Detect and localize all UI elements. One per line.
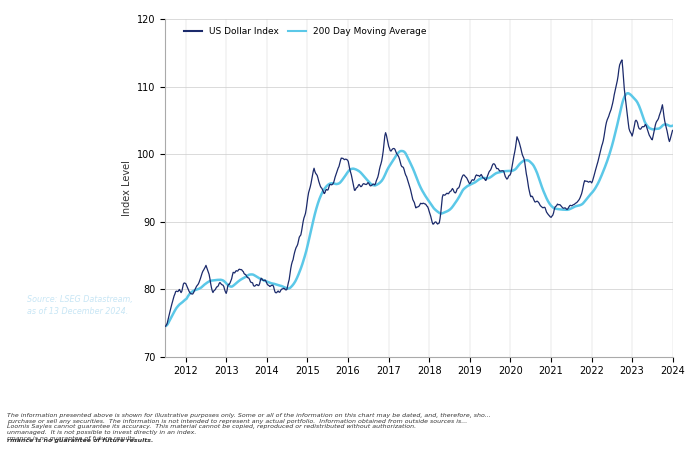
- Text: The information presented above is shown for illustrative purposes only. Some or: The information presented above is shown…: [7, 413, 491, 441]
- Text: rmance is no guarantee of future results.: rmance is no guarantee of future results…: [7, 438, 153, 443]
- Text: US DOLLAR INDEX
TRADED IN A TIGHT
RANGE SINCE EARLY 2023,
OFFERING FEW TRADING
O: US DOLLAR INDEX TRADED IN A TIGHT RANGE …: [27, 59, 175, 122]
- Text: US dollar strength
may reverse course
depending on trade
negotiation outcomes.: US dollar strength may reverse course de…: [27, 181, 129, 228]
- Y-axis label: Index Level: Index Level: [122, 160, 132, 216]
- Text: Source: LSEG Datastream,
as of 13 December 2024.: Source: LSEG Datastream, as of 13 Decemb…: [27, 296, 133, 316]
- Legend: US Dollar Index, 200 Day Moving Average: US Dollar Index, 200 Day Moving Average: [180, 23, 430, 40]
